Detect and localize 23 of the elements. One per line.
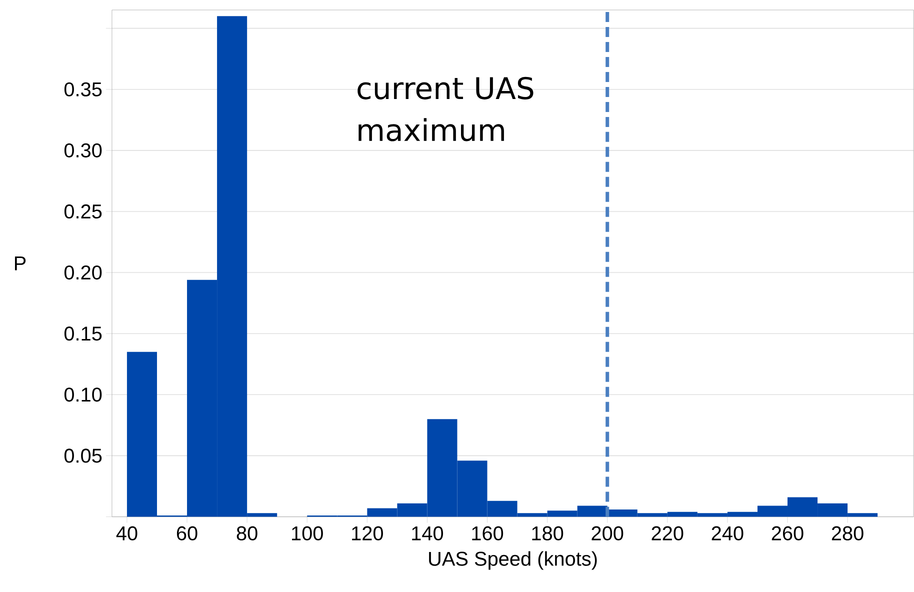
x-tick-label: 240: [712, 526, 744, 541]
y-tick-label: 0.30: [64, 144, 102, 158]
y-tick-label: 0.35: [64, 82, 102, 97]
x-axis-title: UAS Speed (knots): [429, 551, 597, 570]
x-tick-label: 220: [652, 526, 684, 541]
x-tick-label: 100: [292, 526, 323, 541]
x-tick-label: 200: [592, 526, 624, 541]
x-tick-label: 160: [472, 526, 504, 541]
y-tick-label: 0.25: [64, 204, 102, 219]
x-tick-label: 260: [772, 526, 804, 541]
x-tick-label: 60: [176, 526, 198, 541]
x-tick-label: 140: [412, 526, 444, 541]
y-tick-label: 0.20: [64, 266, 102, 280]
y-tick-label: 0.15: [64, 326, 102, 341]
x-tick-label: 280: [832, 526, 864, 541]
x-tick-label: 80: [236, 526, 258, 541]
y-tick-label: 0.10: [64, 388, 102, 402]
y-axis-title: P: [14, 256, 26, 270]
x-tick-label: 120: [352, 526, 383, 541]
ref-line-label: current UAS maximum: [358, 76, 534, 142]
y-tick-label: 0.05: [64, 448, 102, 463]
x-tick-label: 180: [532, 526, 564, 541]
x-tick-label: 40: [116, 526, 138, 541]
